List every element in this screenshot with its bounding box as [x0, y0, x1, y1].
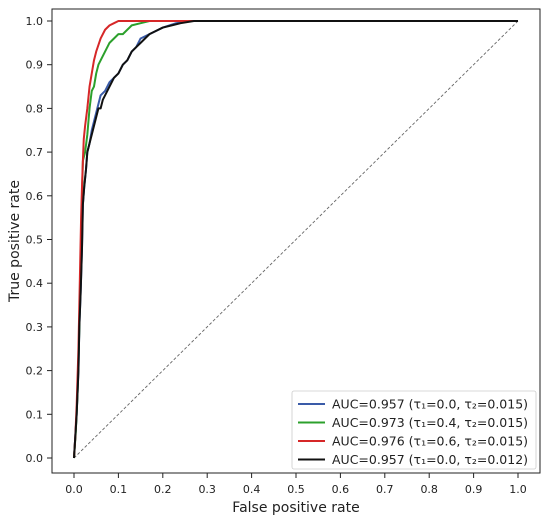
y-tick-label: 1.0 — [26, 15, 44, 28]
x-tick-label: 0.4 — [243, 483, 261, 496]
x-tick-label: 0.2 — [154, 483, 172, 496]
y-tick-label: 0.4 — [26, 277, 44, 290]
x-tick-label: 1.0 — [509, 483, 527, 496]
y-axis-title: True positive rate — [7, 180, 23, 303]
x-tick-label: 0.8 — [420, 483, 438, 496]
x-tick-label: 0.6 — [332, 483, 350, 496]
x-axis: 0.0 0.1 0.2 0.3 0.4 0.5 0.6 0.7 0.8 0.9 1.0 — [65, 473, 527, 496]
y-tick-label: 0.6 — [26, 190, 44, 203]
x-tick-label: 0.9 — [465, 483, 483, 496]
y-tick-label: 0.2 — [26, 365, 44, 378]
x-tick-label: 0.3 — [198, 483, 216, 496]
y-tick-label: 0.7 — [26, 146, 44, 159]
y-tick-label: 0.0 — [26, 452, 44, 465]
series-layer — [73, 20, 518, 459]
legend: AUC=0.957 (τ₁=0.0, τ₂=0.015) AUC=0.973 (τ… — [291, 390, 537, 470]
y-tick-label: 0.5 — [26, 234, 44, 247]
x-tick-label: 0.1 — [110, 483, 128, 496]
x-tick-label: 0.5 — [287, 483, 305, 496]
y-tick-label: 0.9 — [26, 59, 44, 72]
series-line-3 — [73, 20, 518, 459]
legend-label-3: AUC=0.976 (τ₁=0.6, τ₂=0.015) — [332, 434, 528, 449]
x-tick-label: 0.0 — [65, 483, 83, 496]
y-axis: 0.0 0.1 0.2 0.3 0.4 0.5 0.6 0.7 0.8 0.9 1.0 — [26, 15, 52, 465]
series-line-4 — [73, 20, 518, 459]
y-tick-label: 0.1 — [26, 408, 44, 421]
legend-box — [291, 390, 537, 470]
reference-diagonal-line — [73, 20, 519, 459]
legend-label-1: AUC=0.957 (τ₁=0.0, τ₂=0.015) — [332, 397, 528, 412]
legend-label-2: AUC=0.973 (τ₁=0.4, τ₂=0.015) — [332, 415, 528, 430]
x-axis-title: False positive rate — [232, 500, 359, 516]
x-tick-label: 0.7 — [376, 483, 394, 496]
y-tick-label: 0.8 — [26, 102, 44, 115]
legend-label-4: AUC=0.957 (τ₁=0.0, τ₂=0.012) — [332, 452, 528, 467]
y-tick-label: 0.3 — [26, 321, 44, 334]
